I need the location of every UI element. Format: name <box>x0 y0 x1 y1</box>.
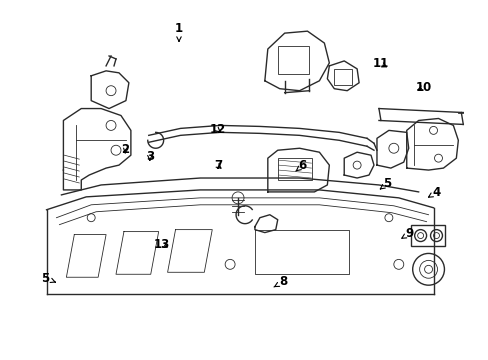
Bar <box>410 225 445 247</box>
Text: 9: 9 <box>401 227 413 240</box>
Text: 6: 6 <box>295 159 306 172</box>
Text: 10: 10 <box>415 81 431 94</box>
Bar <box>334 69 351 85</box>
Bar <box>277 46 309 74</box>
Text: 3: 3 <box>145 150 154 163</box>
Text: 2: 2 <box>122 143 129 156</box>
Text: 1: 1 <box>175 22 183 41</box>
Text: 5: 5 <box>41 272 55 285</box>
Text: 5: 5 <box>380 177 391 190</box>
Text: 12: 12 <box>209 123 225 136</box>
Text: 13: 13 <box>154 238 170 251</box>
Text: 7: 7 <box>213 159 222 172</box>
Bar <box>277 158 312 180</box>
Text: 11: 11 <box>371 57 387 71</box>
Text: 8: 8 <box>273 275 287 288</box>
Text: 4: 4 <box>427 186 439 199</box>
